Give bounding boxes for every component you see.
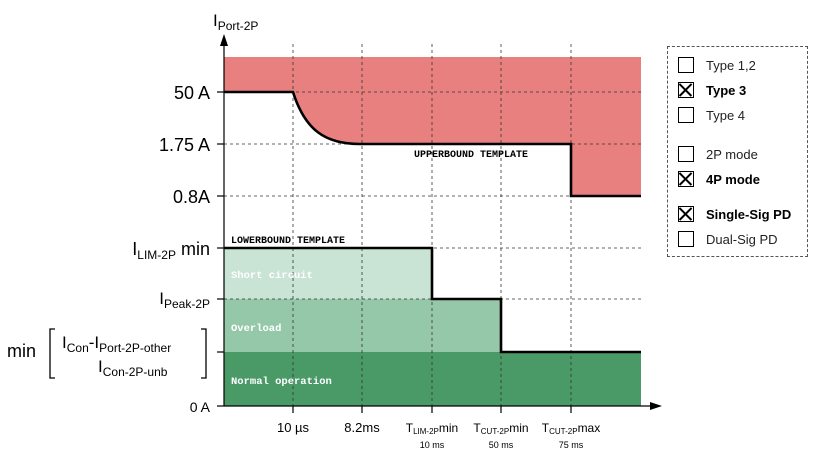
checkbox-icon[interactable] <box>678 231 694 247</box>
upper-forbidden-region <box>224 57 641 196</box>
legend-item-4p-mode[interactable]: 4P mode <box>678 169 760 189</box>
x-label-8-2ms: 8.2ms <box>344 420 380 435</box>
y-label-min-word: min <box>7 341 36 361</box>
left-bracket <box>49 328 55 379</box>
y-label-ipeak: IPeak-2P <box>159 289 210 311</box>
x-label-tcut-max: TCUT-2Pmax <box>542 421 600 436</box>
legend-item-type-1-2[interactable]: Type 1,2 <box>678 55 756 75</box>
legend-panel: Type 1,2 Type 3 Type 4 2P mode 4P mode S… <box>667 46 808 257</box>
x-value-tcut-max: 75 ms <box>559 440 584 450</box>
legend-label: Type 3 <box>706 82 747 98</box>
checked-box-icon[interactable] <box>678 171 694 187</box>
y-label-ilim-min: ILIM-2P min <box>132 239 210 262</box>
x-axis-arrow-icon <box>650 402 662 410</box>
legend-label: Dual-Sig PD <box>706 231 778 247</box>
legend-label: 4P mode <box>706 171 760 187</box>
checked-box-icon[interactable] <box>678 206 694 222</box>
upperbound-template-label: UPPERBOUND TEMPLATE <box>414 150 528 161</box>
right-bracket <box>201 328 207 379</box>
y-label-1-75a: 1.75 A <box>159 135 210 155</box>
lowerbound-curve <box>224 246 641 354</box>
short-circuit-label: Short circuit <box>231 270 313 282</box>
x-label-tlim-min: TLIM-2Pmin <box>406 421 458 436</box>
x-value-tlim: 10 ms <box>420 440 445 450</box>
lowerbound-template-label: LOWERBOUND TEMPLATE <box>231 236 345 247</box>
y-axis-title: IPort-2P <box>213 11 258 33</box>
checked-box-icon[interactable] <box>678 82 694 98</box>
x-value-tcut-min: 50 ms <box>489 440 514 450</box>
y-label-zero: 0 A <box>190 399 211 415</box>
normal-operation-region <box>224 352 641 406</box>
checkbox-icon[interactable] <box>678 146 694 162</box>
legend-item-2p-mode[interactable]: 2P mode <box>678 144 758 164</box>
legend-item-type-4[interactable]: Type 4 <box>678 105 745 125</box>
legend-label: Type 4 <box>706 107 746 123</box>
overload-region <box>224 299 501 352</box>
y-label-0-8a: 0.8A <box>173 187 210 207</box>
short-circuit-region <box>224 248 432 299</box>
x-label-tcut-min: TCUT-2Pmin <box>473 421 528 436</box>
legend-item-type-3[interactable]: Type 3 <box>678 80 746 100</box>
y-label-icon-unb: ICon-2P-unb <box>98 357 168 379</box>
legend-item-single-sig-pd[interactable]: Single-Sig PD <box>678 204 791 224</box>
axis-ticks <box>217 91 572 413</box>
checkbox-icon[interactable] <box>678 107 694 123</box>
normal-operation-label: Normal operation <box>231 376 332 388</box>
x-label-10us: 10 µs <box>277 420 310 435</box>
y-label-icon-minus-iport: ICon-IPort-2P-other <box>62 333 171 355</box>
y-label-50a: 50 A <box>174 83 210 103</box>
checkbox-icon[interactable] <box>678 57 694 73</box>
y-axis-arrow-icon <box>220 34 228 46</box>
legend-label: Type 1,2 <box>706 57 756 73</box>
overload-label: Overload <box>231 323 281 335</box>
legend-item-dual-sig-pd[interactable]: Dual-Sig PD <box>678 229 778 249</box>
upperbound-curve <box>224 90 641 198</box>
legend-label: Single-Sig PD <box>706 206 792 222</box>
legend-label: 2P mode <box>706 146 758 162</box>
